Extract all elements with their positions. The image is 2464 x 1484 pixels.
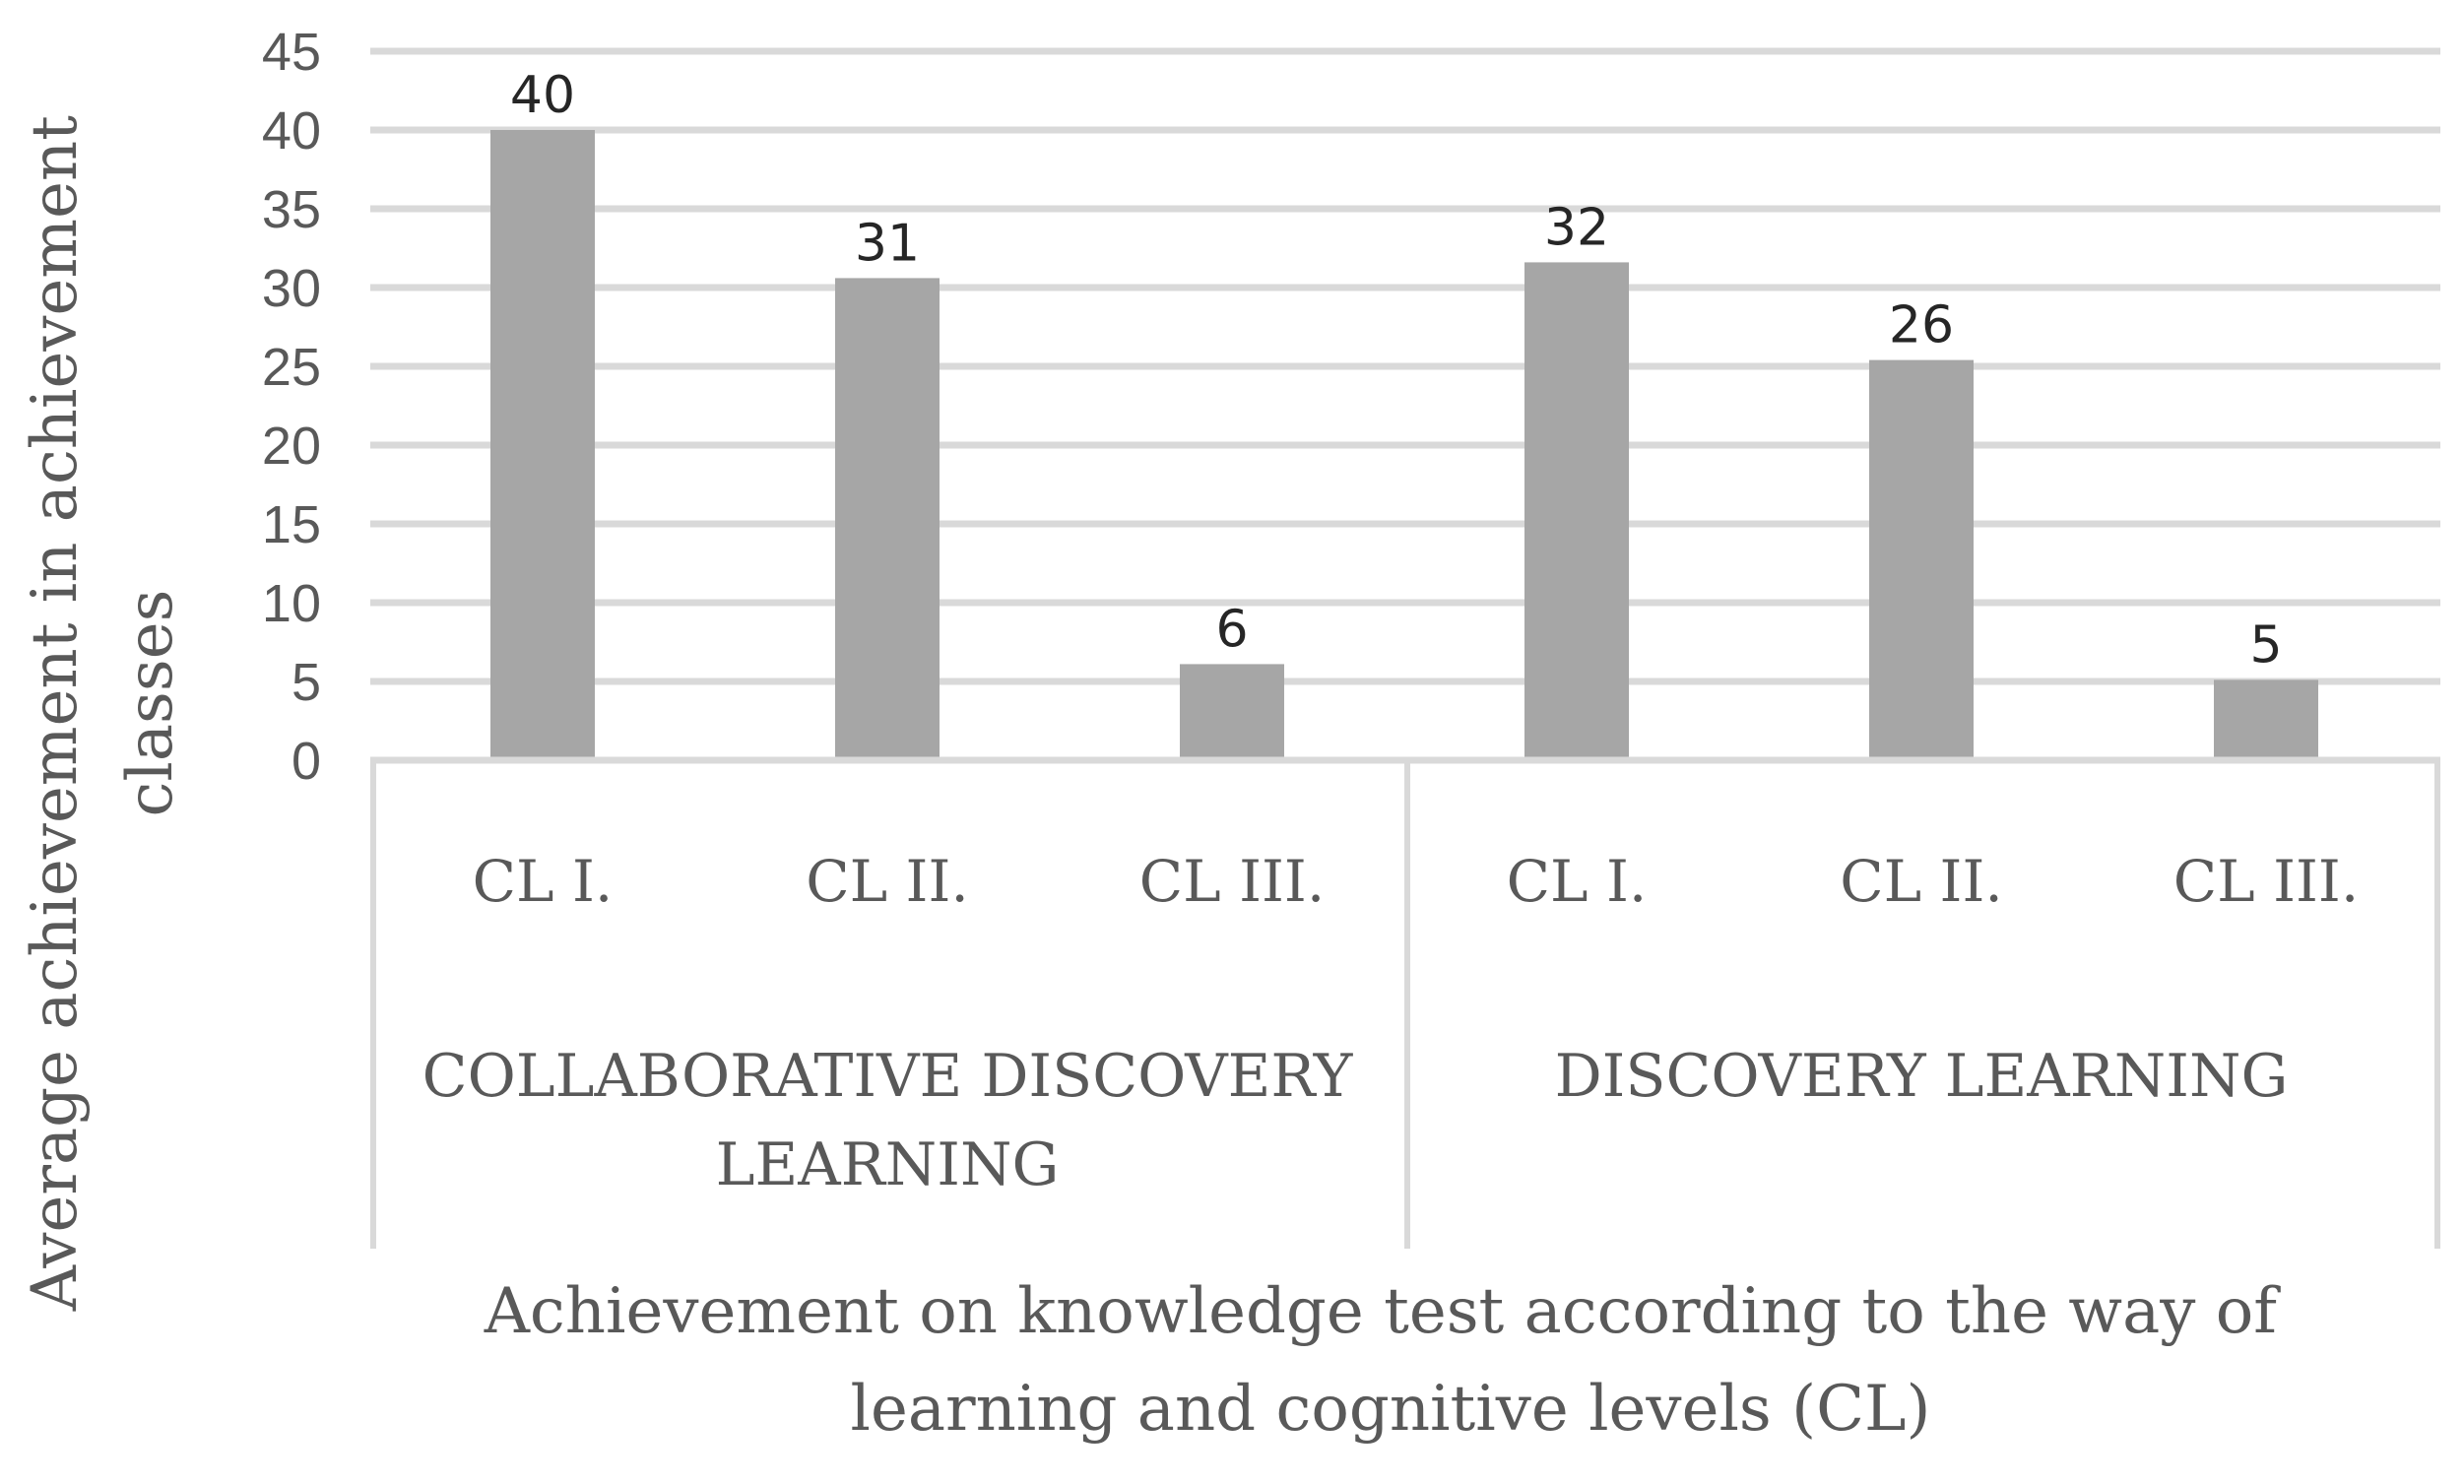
group-label: COLLABORATIVE DISCOVERY bbox=[422, 1042, 1354, 1111]
data-label: 32 bbox=[1544, 198, 1609, 257]
category-label: CL III. bbox=[2173, 848, 2360, 915]
x-axis bbox=[370, 756, 2440, 1249]
bar bbox=[835, 278, 940, 760]
category-label: CL III. bbox=[1139, 848, 1326, 915]
y-tick-label: 15 bbox=[262, 495, 321, 554]
group-label: DISCOVERY LEARNING bbox=[1555, 1042, 2289, 1111]
data-label: 5 bbox=[2249, 615, 2282, 675]
y-tick-label: 0 bbox=[292, 732, 321, 791]
category-labels: CL I. CL II. CL III. CL I. CL II. CL III. bbox=[473, 848, 2360, 915]
category-label: CL I. bbox=[1507, 848, 1648, 915]
bar bbox=[1869, 359, 1974, 760]
data-labels: 40 31 6 32 26 5 bbox=[510, 66, 2283, 675]
y-axis-title: Average achievement in achievement class… bbox=[19, 96, 187, 1313]
bar bbox=[2214, 679, 2318, 760]
y-tick-labels: 0 5 10 15 20 25 30 35 40 45 bbox=[262, 23, 321, 791]
group-labels: COLLABORATIVE DISCOVERY LEARNING DISCOVERY… bbox=[422, 1042, 2289, 1199]
y-tick-label: 30 bbox=[262, 259, 321, 318]
bar bbox=[1524, 262, 1629, 760]
data-label: 31 bbox=[855, 214, 920, 273]
y-tick-label: 20 bbox=[262, 417, 321, 476]
x-axis-title-line-2: learning and cognitive levels (CL) bbox=[850, 1373, 1930, 1446]
y-tick-label: 45 bbox=[262, 23, 321, 82]
data-label: 26 bbox=[1889, 296, 1954, 355]
y-tick-label: 5 bbox=[292, 653, 321, 712]
category-label: CL II. bbox=[806, 848, 969, 915]
y-tick-label: 10 bbox=[262, 574, 321, 633]
gridlines bbox=[370, 47, 2440, 685]
y-tick-label: 35 bbox=[262, 180, 321, 239]
y-tick-label: 25 bbox=[262, 338, 321, 397]
category-label: CL I. bbox=[473, 848, 614, 915]
x-axis-title: Achievement on knowledge test according … bbox=[484, 1275, 2298, 1446]
category-label: CL II. bbox=[1840, 848, 2003, 915]
data-label: 40 bbox=[510, 66, 575, 125]
y-axis-title-line-2: classes bbox=[114, 590, 187, 817]
x-axis-title-line-1: Achievement on knowledge test according … bbox=[484, 1275, 2282, 1348]
bar bbox=[1180, 664, 1284, 760]
bars bbox=[490, 130, 2318, 760]
y-tick-label: 40 bbox=[262, 101, 321, 161]
bar bbox=[490, 130, 595, 760]
group-label: LEARNING bbox=[716, 1130, 1060, 1199]
data-label: 6 bbox=[1215, 600, 1248, 659]
y-axis-title-line-1: Average achievement in achievement bbox=[19, 115, 92, 1312]
